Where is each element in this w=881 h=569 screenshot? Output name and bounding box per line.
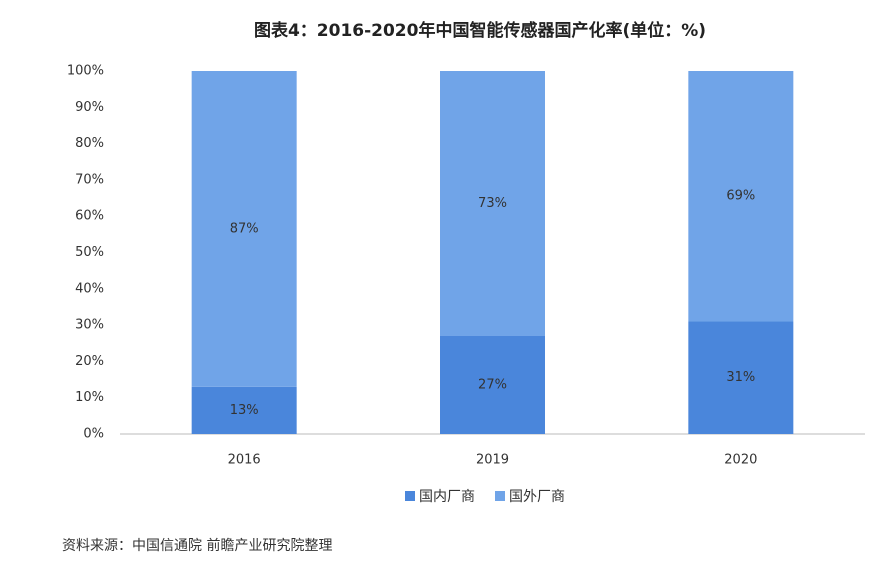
value-label: 13% xyxy=(230,403,259,418)
y-tick-label: 10% xyxy=(75,390,104,405)
y-tick-label: 0% xyxy=(83,427,104,442)
y-tick-label: 80% xyxy=(75,136,104,151)
y-tick-label: 40% xyxy=(75,281,104,296)
y-tick-label: 70% xyxy=(75,172,104,187)
legend-swatch xyxy=(405,491,415,501)
y-tick-label: 90% xyxy=(75,100,104,115)
chart-title: 图表4：2016-2020年中国智能传感器国产化率(单位：%) xyxy=(254,20,706,41)
bar-segment xyxy=(191,71,297,387)
value-label: 73% xyxy=(478,196,507,211)
y-tick-label: 60% xyxy=(75,209,104,224)
source-note: 资料来源：中国信通院 前瞻产业研究院整理 xyxy=(62,537,332,554)
bar-segment xyxy=(688,71,794,322)
value-label: 27% xyxy=(478,377,507,392)
value-label: 69% xyxy=(726,189,755,204)
legend-label: 国外厂商 xyxy=(509,489,565,505)
bar-segment xyxy=(440,71,545,336)
y-tick-label: 100% xyxy=(67,64,104,79)
y-tick-label: 30% xyxy=(75,318,104,333)
value-label: 87% xyxy=(230,221,259,236)
x-tick-label: 2019 xyxy=(476,453,509,468)
y-tick-label: 50% xyxy=(75,245,104,260)
x-tick-label: 2016 xyxy=(228,453,261,468)
value-label: 31% xyxy=(726,370,755,385)
legend-label: 国内厂商 xyxy=(419,489,475,505)
bar-segment xyxy=(440,335,545,434)
bar-segment xyxy=(191,386,297,434)
legend-swatch xyxy=(495,491,505,501)
y-tick-label: 20% xyxy=(75,354,104,369)
bar-segment xyxy=(688,321,794,434)
x-tick-label: 2020 xyxy=(724,453,757,468)
